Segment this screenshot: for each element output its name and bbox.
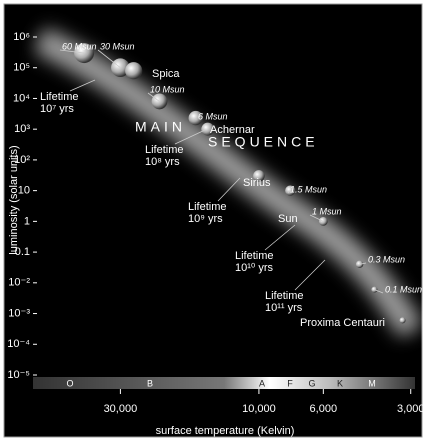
star-mass: 6 Msun bbox=[198, 111, 228, 121]
y-tick-label: 10³ bbox=[14, 123, 30, 135]
y-tick-label: 10 bbox=[18, 185, 30, 197]
star-mass: 0.3 Msun bbox=[368, 254, 405, 264]
star bbox=[319, 217, 328, 226]
lifetime-label: Lifetime bbox=[188, 201, 227, 213]
spectral-class: M bbox=[368, 378, 376, 388]
chart: luminosity (solar units) surface tempera… bbox=[0, 0, 426, 441]
y-tick-label: 0.1 bbox=[15, 246, 30, 258]
lifetime-label: Lifetime bbox=[40, 91, 79, 103]
star bbox=[400, 317, 406, 323]
spectral-class: O bbox=[66, 378, 73, 388]
lifetime-value: 10⁷ yrs bbox=[40, 103, 74, 115]
star-mass: 10 Msun bbox=[150, 84, 185, 94]
lifetime-value: 10¹¹ yrs bbox=[265, 302, 303, 314]
star-name: Sirius bbox=[243, 177, 271, 189]
y-tick-label: 10⁻² bbox=[8, 277, 30, 289]
y-tick-label: 1 bbox=[24, 215, 30, 227]
y-tick-label: 10⁵ bbox=[13, 62, 30, 74]
lifetime-value: 10⁹ yrs bbox=[188, 213, 223, 225]
lifetime-label: Lifetime bbox=[145, 144, 184, 156]
x-tick-label: 10,000 bbox=[242, 403, 276, 415]
spectral-bar bbox=[33, 377, 415, 389]
y-tick-label: 10⁻⁴ bbox=[7, 338, 30, 350]
star-mass: 0.1 Msun bbox=[385, 284, 422, 294]
spectral-class: G bbox=[308, 378, 315, 388]
lifetime-value: 10⁸ yrs bbox=[145, 156, 180, 168]
lifetime-value: 10¹⁰ yrs bbox=[235, 262, 274, 274]
star bbox=[152, 94, 168, 110]
lifetime-label: Lifetime bbox=[265, 290, 304, 302]
x-tick-label: 30,000 bbox=[104, 403, 138, 415]
star-mass: 1.5 Msun bbox=[290, 184, 327, 194]
star-name: Achernar bbox=[210, 124, 255, 136]
star-name: Spica bbox=[152, 68, 180, 80]
y-tick-label: 10⁻³ bbox=[8, 307, 30, 319]
star-name: Proxima Centauri bbox=[300, 317, 385, 329]
spectral-class: B bbox=[147, 378, 153, 388]
band-label: MAIN bbox=[135, 119, 186, 135]
y-tick-label: 10⁶ bbox=[13, 31, 30, 43]
band-label: SEQUENCE bbox=[208, 134, 319, 150]
y-tick-label: 10² bbox=[14, 154, 30, 166]
star-mass: 1 Msun bbox=[312, 206, 342, 216]
y-tick-label: 10⁴ bbox=[13, 92, 30, 104]
x-axis-label: surface temperature (Kelvin) bbox=[156, 425, 295, 437]
x-tick-label: 3,000 bbox=[397, 403, 425, 415]
lifetime-label: Lifetime bbox=[235, 250, 274, 262]
spectral-class: F bbox=[287, 378, 293, 388]
star-mass: 30 Msun bbox=[100, 41, 135, 51]
spectral-class: K bbox=[337, 378, 343, 388]
star-mass: 60 Msun bbox=[62, 41, 97, 51]
star bbox=[125, 62, 142, 79]
x-tick-label: 6,000 bbox=[310, 403, 338, 415]
y-tick-label: 10⁻⁵ bbox=[7, 369, 30, 381]
star-name: Sun bbox=[278, 213, 298, 225]
page: {"chart_data": { "type": "scatter", "xla… bbox=[0, 0, 426, 446]
spectral-class: A bbox=[259, 378, 265, 388]
